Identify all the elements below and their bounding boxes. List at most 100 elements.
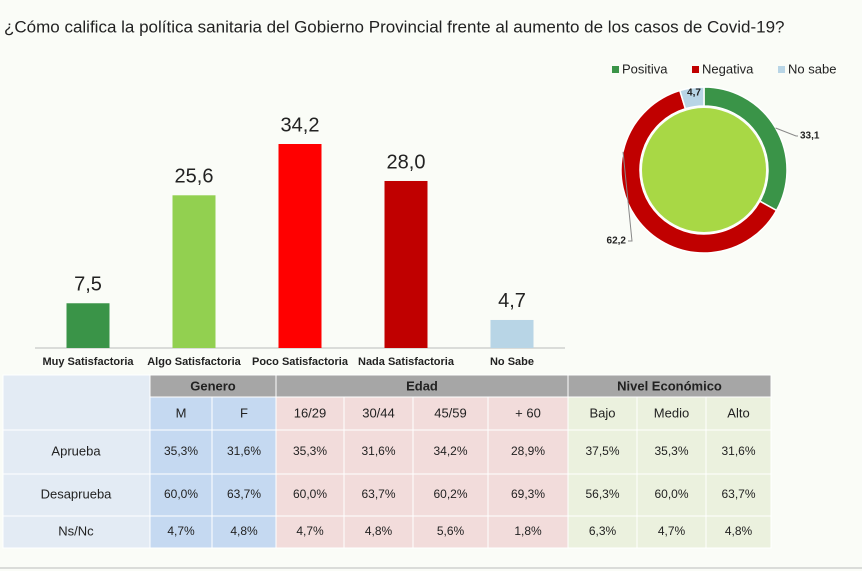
column-header: F [240, 405, 248, 420]
group-header: Genero [190, 378, 236, 393]
table-cell-bg [636, 429, 707, 475]
table-cell-bg [412, 515, 489, 549]
legend-label: Negativa [702, 61, 754, 76]
data-label: 4,7 [498, 290, 526, 312]
row-header-cell [2, 429, 151, 475]
column-header: 30/44 [362, 405, 395, 420]
table-cell: 35,3% [654, 444, 688, 458]
table-cell: 28,9% [511, 444, 545, 458]
table-cell: 60,2% [433, 487, 467, 501]
leader-line [775, 127, 798, 137]
table-cell: 4,7% [296, 524, 324, 538]
table-cell-bg [149, 473, 213, 517]
table-cell-bg [343, 515, 414, 549]
bar [384, 180, 428, 348]
table-cell-bg [275, 515, 345, 549]
table-cell: 4,8% [230, 524, 258, 538]
table-cell-bg [636, 515, 707, 549]
leader-line [622, 151, 633, 242]
x-tick-label: Algo Satisfactoria [147, 356, 241, 368]
table-cell: 1,8% [514, 524, 542, 538]
column-header: Alto [727, 405, 749, 420]
legend-swatch [692, 66, 699, 73]
legend-swatch [778, 66, 785, 73]
table-cell-bg [636, 473, 707, 517]
row-header-cell [2, 515, 151, 549]
data-label: 62,2 [607, 236, 627, 247]
table-cell-bg [487, 515, 569, 549]
table-cell: 63,7% [227, 487, 261, 501]
table-cell-bg [705, 473, 772, 517]
table-cell: 60,0% [293, 487, 327, 501]
column-header-cell [412, 396, 489, 431]
table-cell-bg [412, 429, 489, 475]
column-header: M [176, 405, 187, 420]
data-label: 25,6 [175, 166, 214, 188]
table-cell: 4,8% [725, 524, 753, 538]
donut-slice [678, 86, 705, 110]
table-cell: 35,3% [293, 444, 327, 458]
table-cell: 31,6% [721, 444, 755, 458]
table-corner [2, 374, 151, 431]
column-header-cell [149, 396, 213, 431]
table-cell-bg [567, 515, 638, 549]
column-header: 45/59 [434, 405, 467, 420]
table-cell: 35,3% [164, 444, 198, 458]
table-cell-bg [275, 429, 345, 475]
column-header: Medio [654, 405, 689, 420]
table-cell-bg [705, 515, 772, 549]
table-cell-bg [412, 473, 489, 517]
bar [490, 319, 534, 348]
table-cell: 4,7% [167, 524, 195, 538]
legend-label: No sabe [788, 61, 836, 76]
column-header: 16/29 [294, 405, 327, 420]
column-header-cell [343, 396, 414, 431]
table-cell-bg [343, 429, 414, 475]
x-tick-label: Muy Satisfactoria [42, 356, 134, 368]
group-header: Edad [406, 378, 438, 393]
data-label: 34,2 [281, 114, 320, 136]
table-cell-bg [487, 473, 569, 517]
table-cell-bg [343, 473, 414, 517]
column-header: + 60 [515, 405, 541, 420]
row-header: Aprueba [51, 443, 101, 458]
table-cell: 31,6% [227, 444, 261, 458]
bar [278, 144, 322, 348]
data-label: 4,7 [687, 88, 701, 99]
table-cell-bg [149, 515, 213, 549]
table-cell: 60,0% [164, 487, 198, 501]
table-cell: 4,7% [658, 524, 686, 538]
row-header: Ns/Nc [58, 523, 94, 538]
column-header-cell [705, 396, 772, 431]
legend-label: Positiva [622, 61, 668, 76]
table-cell-bg [211, 515, 277, 549]
table-cell-bg [487, 429, 569, 475]
donut-slice [620, 89, 778, 254]
bar [66, 303, 110, 348]
data-label: 33,1 [800, 131, 820, 142]
x-tick-label: Poco Satisfactoria [252, 356, 349, 368]
table-cell: 63,7% [721, 487, 755, 501]
bar [172, 195, 216, 348]
group-header: Nivel Económico [617, 378, 722, 393]
table-cell: 6,3% [589, 524, 617, 538]
chart-title: ¿Cómo califica la política sanitaria del… [4, 17, 785, 36]
table-cell: 4,8% [365, 524, 393, 538]
column-header: Bajo [589, 405, 615, 420]
logo-disc [642, 108, 766, 232]
data-label: 28,0 [387, 151, 426, 173]
table-cell: 63,7% [361, 487, 395, 501]
table-cell: 69,3% [511, 487, 545, 501]
column-header-cell [636, 396, 707, 431]
table-cell: 31,6% [361, 444, 395, 458]
table-cell: 37,5% [585, 444, 619, 458]
table-cell: 5,6% [437, 524, 465, 538]
data-label: 7,5 [74, 274, 102, 296]
row-header: Desaprueba [41, 486, 113, 501]
table-cell-bg [567, 429, 638, 475]
x-tick-label: Nada Satisfactoria [358, 356, 455, 368]
x-tick-label: No Sabe [490, 356, 534, 368]
table-cell: 34,2% [433, 444, 467, 458]
table-cell: 60,0% [654, 487, 688, 501]
